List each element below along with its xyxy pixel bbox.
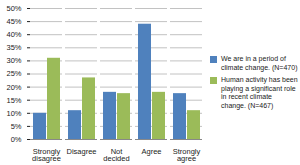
svg-text:50%: 50%	[6, 4, 21, 13]
html-text:We are in a period of climate: We are in a period of climate change. (N…	[221, 55, 298, 71]
svg-text:Stronglyagree: Stronglyagree	[173, 147, 201, 164]
svg-text:0%: 0%	[11, 135, 22, 144]
svg-text:15%: 15%	[6, 96, 21, 105]
svg-text:20%: 20%	[6, 83, 21, 92]
svg-text:45%: 45%	[6, 17, 21, 26]
svg-text:Disagree: Disagree	[66, 147, 96, 156]
svg-text:Agree: Agree	[141, 147, 161, 156]
svg-text:Stronglydisagree: Stronglydisagree	[32, 147, 61, 164]
svg-text:10%: 10%	[6, 109, 21, 118]
svg-text:25%: 25%	[6, 69, 21, 78]
svg-text:40%: 40%	[6, 30, 21, 39]
html-text:Human activity has been playin: Human activity has been playing a signif…	[221, 76, 298, 109]
svg-text:Notdecided: Notdecided	[103, 147, 129, 164]
svg-text:5%: 5%	[11, 122, 22, 131]
svg-text:35%: 35%	[6, 43, 21, 52]
svg-text:30%: 30%	[6, 56, 21, 65]
